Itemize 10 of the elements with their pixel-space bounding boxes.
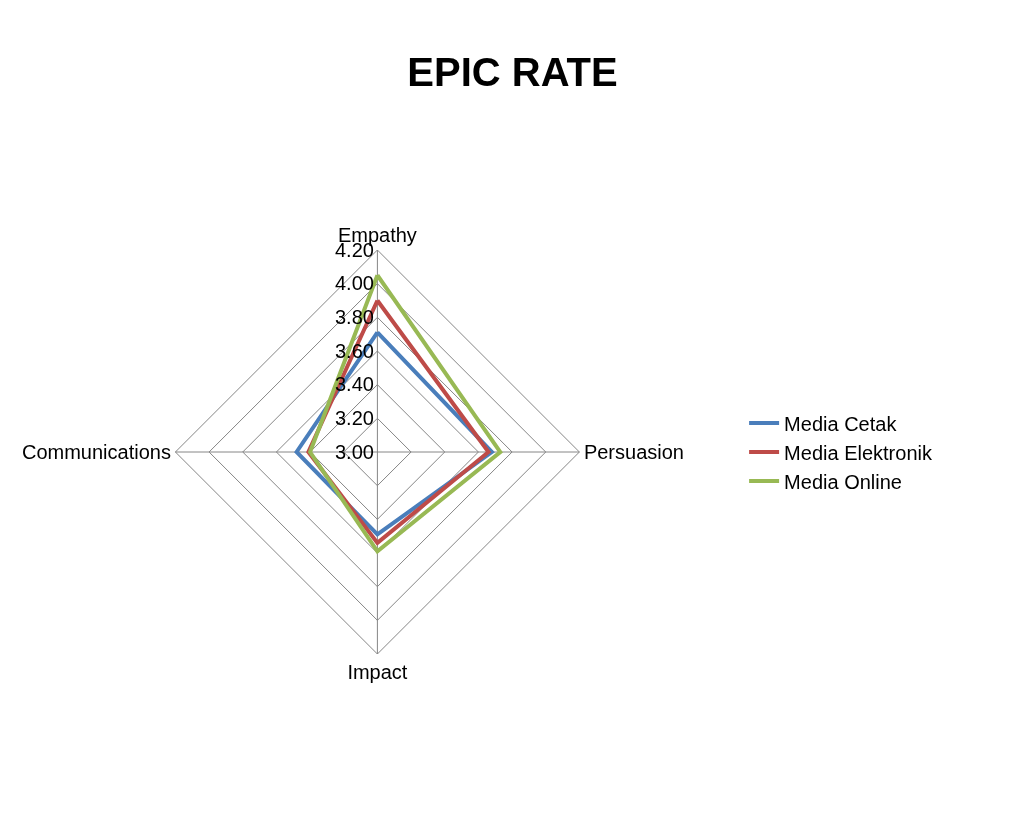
legend-label: Media Cetak: [784, 412, 898, 435]
legend-label: Media Online: [784, 470, 902, 493]
spoke-label: Persuasion: [583, 441, 684, 463]
y-tick-label: 3.00: [334, 440, 374, 463]
y-tick-label: 3.20: [334, 406, 374, 429]
chart-title: EPIC RATE: [407, 49, 618, 94]
legend-label: Media Elektronik: [784, 441, 933, 464]
spoke-label: Impact: [347, 660, 408, 683]
spoke-label: Communications: [21, 441, 171, 463]
y-tick-label: 4.00: [334, 272, 374, 295]
